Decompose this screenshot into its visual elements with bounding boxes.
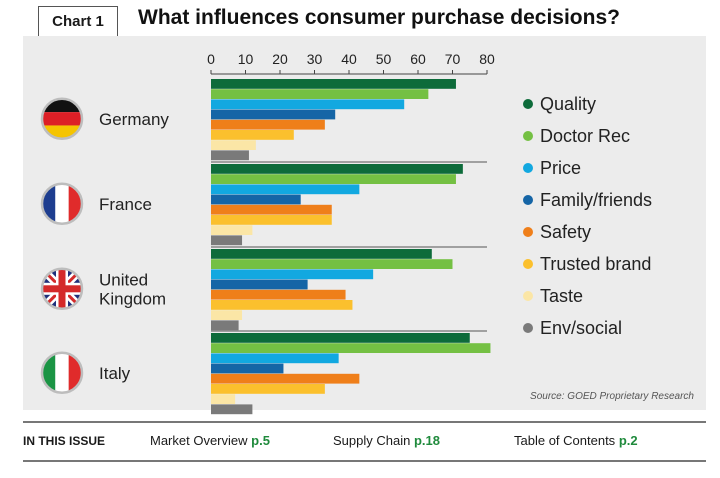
footer-issue-bar: IN THIS ISSUE Market Overview p.5 Supply… (23, 430, 706, 452)
bar (211, 225, 253, 235)
bar (211, 150, 249, 161)
x-tick-label: 70 (445, 51, 461, 67)
legend-label: Safety (540, 222, 591, 242)
flag-ring (40, 267, 84, 311)
footer-link-supply-chain[interactable]: Supply Chain p.18 (333, 433, 440, 448)
bar (211, 404, 253, 415)
flag-ring (40, 182, 84, 226)
bar (211, 320, 239, 331)
chart-number-tab: Chart 1 (25, 6, 118, 38)
x-tick-label: 0 (207, 51, 215, 67)
footer-link-table-of-contents[interactable]: Table of Contents p.2 (514, 433, 638, 448)
bar (211, 300, 353, 310)
bar (211, 289, 346, 300)
bar (211, 99, 405, 110)
flag-ring (40, 97, 84, 141)
bar (211, 373, 360, 384)
bar (211, 140, 256, 150)
bar (211, 269, 374, 280)
category-label: United (99, 270, 148, 289)
bar (211, 310, 243, 320)
bar (211, 164, 463, 174)
bar (211, 194, 301, 205)
x-tick-label: 10 (238, 51, 254, 67)
legend-label: Family/friends (540, 190, 652, 210)
bar (211, 215, 332, 225)
bar (211, 279, 308, 290)
bar (211, 79, 456, 89)
legend-marker (523, 259, 533, 269)
bar (211, 259, 453, 269)
source-note: Source: GOED Proprietary Research (530, 391, 694, 402)
bar (211, 174, 456, 184)
bar (211, 119, 325, 130)
legend-marker (523, 99, 533, 109)
flag-ring (40, 351, 84, 395)
bar (211, 394, 236, 404)
bar (211, 353, 339, 364)
legend-label: Env/social (540, 318, 622, 338)
x-tick-label: 50 (376, 51, 392, 67)
footer-bottom-rule (23, 460, 706, 462)
bar (211, 235, 243, 246)
bar (211, 343, 491, 353)
bar (211, 204, 332, 215)
legend-label: Quality (540, 94, 596, 114)
legend-marker (523, 291, 533, 301)
bar (211, 130, 294, 140)
x-tick-label: 60 (410, 51, 426, 67)
footer-link-text: Supply Chain (333, 433, 411, 448)
legend-marker (523, 323, 533, 333)
bar (211, 333, 470, 343)
bar (211, 249, 432, 259)
chart-title: What influences consumer purchase decisi… (138, 6, 620, 29)
legend-label: Taste (540, 286, 583, 306)
footer-link-text: Market Overview (150, 433, 248, 448)
footer-link-text: Table of Contents (514, 433, 616, 448)
footer-link-page: p.5 (251, 433, 270, 448)
x-tick-label: 30 (307, 51, 323, 67)
legend-marker (523, 163, 533, 173)
bar (211, 89, 429, 99)
footer-link-page: p.2 (618, 433, 638, 448)
footer-link-market-overview[interactable]: Market Overview p.5 (150, 433, 270, 448)
x-tick-label: 20 (272, 51, 288, 67)
legend-marker (523, 227, 533, 237)
footer-link-page: p.18 (413, 433, 440, 448)
bar (211, 384, 325, 394)
bar (211, 184, 360, 195)
legend-marker (523, 195, 533, 205)
legend-label: Doctor Rec (540, 126, 630, 146)
in-this-issue-label: IN THIS ISSUE (23, 434, 106, 448)
bar (211, 109, 336, 120)
legend-label: Trusted brand (540, 254, 651, 274)
x-tick-label: 80 (479, 51, 495, 67)
bar (211, 363, 284, 374)
legend-label: Price (540, 158, 581, 178)
legend-marker (523, 131, 533, 141)
category-label: France (99, 195, 152, 214)
footer-top-rule (23, 421, 706, 423)
category-label: Kingdom (99, 289, 166, 308)
x-tick-label: 40 (341, 51, 357, 67)
category-label: Italy (99, 364, 131, 383)
category-label: Germany (99, 110, 169, 129)
